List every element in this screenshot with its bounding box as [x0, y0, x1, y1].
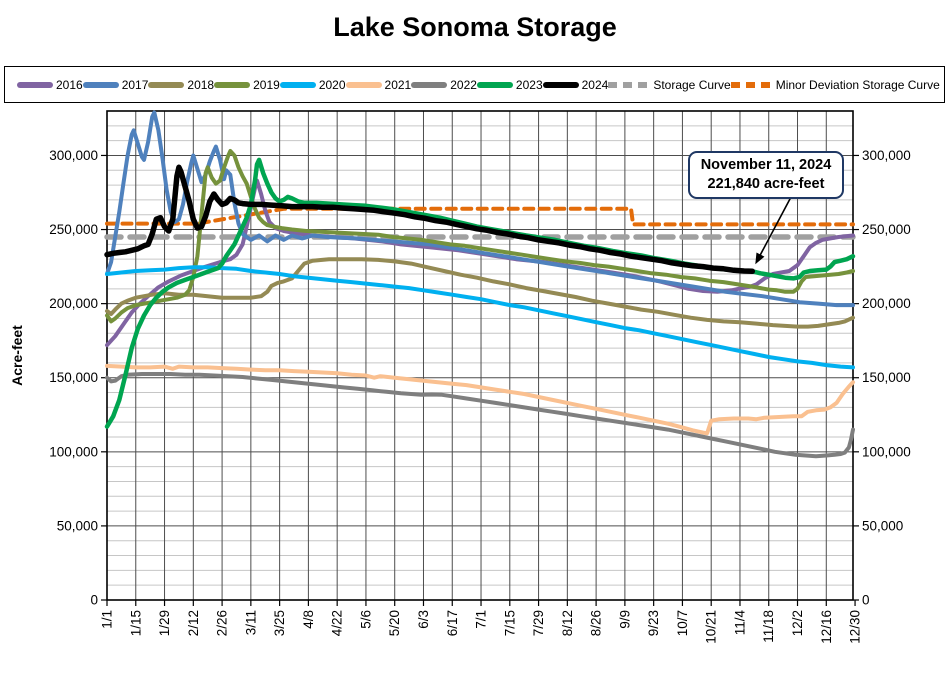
- svg-text:150,000: 150,000: [49, 370, 98, 385]
- svg-text:200,000: 200,000: [49, 296, 98, 311]
- svg-text:1/29: 1/29: [157, 610, 172, 636]
- annotation-arrow: [755, 252, 765, 265]
- legend-label: 2022: [450, 77, 477, 92]
- svg-text:100,000: 100,000: [862, 444, 911, 459]
- svg-text:50,000: 50,000: [57, 518, 98, 533]
- svg-text:300,000: 300,000: [862, 148, 911, 163]
- annotation-callout: November 11, 2024 221,840 acre-feet: [688, 151, 844, 199]
- svg-text:8/12: 8/12: [560, 610, 575, 636]
- svg-text:250,000: 250,000: [49, 222, 98, 237]
- legend-swatch: [17, 81, 53, 88]
- series-2018: [105, 257, 855, 329]
- svg-text:10/7: 10/7: [675, 610, 690, 636]
- svg-text:12/30: 12/30: [848, 610, 863, 644]
- legend-label: 2024: [581, 77, 609, 92]
- legend-item-2022: 2022: [411, 78, 477, 92]
- svg-text:5/6: 5/6: [358, 610, 373, 629]
- svg-text:7/15: 7/15: [502, 610, 517, 636]
- legend-swatch: [730, 81, 773, 88]
- svg-text:7/29: 7/29: [531, 610, 546, 636]
- legend-label: 2018: [187, 77, 215, 92]
- svg-text:250,000: 250,000: [862, 222, 911, 237]
- legend-swatch: [345, 81, 382, 88]
- series-2023: [104, 157, 856, 429]
- legend-label: 2019: [253, 77, 280, 92]
- legend-item-2021: 2021: [345, 77, 412, 92]
- svg-text:9/9: 9/9: [617, 610, 632, 629]
- legend-item-2023: 2023: [476, 77, 543, 92]
- svg-text:0: 0: [862, 593, 870, 608]
- legend-swatch: [608, 81, 651, 88]
- legend-item-2019: 2019: [214, 78, 280, 92]
- series-2020: [105, 265, 855, 370]
- legend-item-2024: 2024: [542, 77, 609, 92]
- svg-text:0: 0: [90, 593, 98, 608]
- legend-label: Minor Deviation Storage Curve: [775, 77, 940, 92]
- svg-text:200,000: 200,000: [862, 296, 911, 311]
- legend-swatch: [148, 81, 185, 88]
- annotation-value: 221,840 acre-feet: [707, 175, 825, 192]
- legend-swatch: [279, 81, 316, 88]
- svg-text:8/26: 8/26: [589, 610, 604, 636]
- svg-text:100,000: 100,000: [49, 444, 98, 459]
- y-axis-label: Acre-feet: [9, 325, 25, 386]
- legend-item-2020: 2020: [279, 77, 346, 92]
- series-2017: [105, 110, 855, 308]
- legend-label: 2023: [515, 77, 543, 92]
- svg-text:1/15: 1/15: [128, 610, 143, 636]
- svg-text:150,000: 150,000: [862, 370, 911, 385]
- series-2024: [104, 164, 756, 275]
- svg-text:5/20: 5/20: [387, 610, 402, 636]
- svg-text:6/17: 6/17: [445, 610, 460, 636]
- series-minor-deviation-storage-curve: [105, 206, 855, 227]
- legend-swatch: [82, 81, 119, 88]
- legend: 2016 2017 2018 2019 2020 2021 2022 2023 2024 Stor…: [4, 66, 945, 103]
- svg-text:6/3: 6/3: [416, 610, 431, 629]
- series-2022: [105, 372, 855, 459]
- legend-item-2018: 2018: [148, 78, 214, 92]
- svg-text:1/1: 1/1: [100, 610, 115, 629]
- legend-swatch: [411, 81, 448, 88]
- legend-swatch: [542, 81, 579, 88]
- svg-text:4/8: 4/8: [301, 610, 316, 629]
- svg-text:3/25: 3/25: [272, 610, 287, 636]
- legend-label: 2020: [318, 77, 346, 92]
- svg-text:10/21: 10/21: [704, 610, 719, 644]
- svg-text:11/4: 11/4: [732, 610, 747, 636]
- legend-label: 2017: [121, 77, 149, 92]
- svg-text:300,000: 300,000: [49, 148, 98, 163]
- legend-swatch: [214, 81, 251, 88]
- svg-text:4/22: 4/22: [330, 610, 345, 636]
- chart-title: Lake Sonoma Storage: [333, 12, 617, 42]
- svg-text:3/11: 3/11: [243, 610, 258, 635]
- svg-text:7/1: 7/1: [474, 610, 489, 629]
- legend-label: Storage Curve: [653, 77, 731, 92]
- svg-text:9/23: 9/23: [646, 610, 661, 636]
- legend-label: 2021: [384, 77, 412, 92]
- legend-label: 2016: [56, 77, 83, 92]
- svg-text:12/16: 12/16: [819, 610, 834, 644]
- svg-text:11/18: 11/18: [761, 610, 776, 643]
- svg-text:12/2: 12/2: [790, 610, 805, 636]
- legend-swatch: [476, 81, 513, 88]
- svg-text:50,000: 50,000: [862, 518, 903, 533]
- series-2021: [105, 363, 855, 436]
- annotation-date: November 11, 2024: [700, 157, 832, 173]
- legend-item-storage-curve: Storage Curve: [608, 77, 731, 92]
- svg-text:2/12: 2/12: [186, 610, 201, 636]
- svg-text:2/26: 2/26: [215, 610, 230, 636]
- legend-item-minor-deviation-storage-curve: Minor Deviation Storage Curve: [730, 77, 940, 92]
- legend-item-2017: 2017: [82, 77, 149, 92]
- legend-item-2016: 2016: [17, 78, 83, 92]
